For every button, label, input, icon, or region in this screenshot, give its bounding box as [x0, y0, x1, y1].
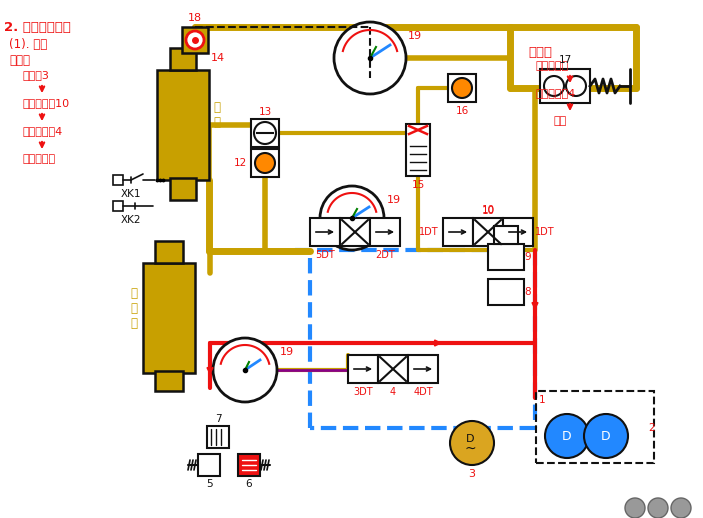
Circle shape — [452, 78, 472, 98]
Text: 6: 6 — [245, 479, 252, 489]
Text: (1). 顶出: (1). 顶出 — [9, 38, 47, 51]
Circle shape — [450, 421, 494, 465]
Text: 19: 19 — [280, 347, 294, 357]
Text: 顶
出
缸: 顶 出 缸 — [130, 286, 137, 329]
Bar — [488, 244, 524, 270]
Bar — [238, 454, 260, 476]
Bar — [488, 279, 524, 305]
Text: 14: 14 — [211, 53, 225, 63]
Text: 进油：: 进油： — [9, 54, 30, 67]
Circle shape — [625, 498, 645, 518]
Text: XK2: XK2 — [121, 215, 141, 225]
Bar — [182, 27, 208, 53]
Text: 1DT: 1DT — [535, 227, 555, 237]
Bar — [443, 218, 473, 246]
Text: 电液换向阀4: 电液换向阀4 — [536, 88, 576, 98]
Text: 电液换向阀4: 电液换向阀4 — [22, 126, 63, 136]
Bar — [157, 70, 209, 180]
Bar — [378, 355, 408, 383]
Text: 19: 19 — [408, 31, 422, 41]
Text: 变量泵3: 变量泵3 — [22, 70, 49, 80]
Text: 电液换向阀10: 电液换向阀10 — [22, 98, 69, 108]
Circle shape — [254, 122, 276, 144]
Bar — [155, 241, 183, 263]
Text: 12: 12 — [234, 158, 247, 168]
Bar — [310, 218, 340, 246]
Bar — [503, 218, 533, 246]
Circle shape — [545, 414, 589, 458]
Bar — [348, 355, 378, 383]
Text: 3: 3 — [468, 469, 475, 479]
Circle shape — [566, 76, 586, 96]
Text: 7: 7 — [214, 414, 221, 424]
Bar — [408, 355, 438, 383]
Bar — [540, 69, 590, 103]
Text: 10: 10 — [482, 206, 495, 216]
Text: 2DT: 2DT — [375, 250, 395, 260]
Circle shape — [671, 498, 691, 518]
Text: 4: 4 — [390, 387, 396, 397]
Text: D: D — [562, 429, 572, 442]
Text: ~: ~ — [464, 442, 476, 456]
Bar — [536, 391, 654, 463]
Bar — [143, 263, 195, 373]
Bar — [155, 371, 183, 391]
Text: D: D — [466, 434, 475, 444]
Text: 3DT: 3DT — [353, 387, 373, 397]
Text: 顶出缸上腔: 顶出缸上腔 — [536, 61, 569, 71]
Text: 9: 9 — [524, 252, 531, 262]
Circle shape — [213, 338, 277, 402]
Bar — [406, 124, 430, 176]
Text: 19: 19 — [387, 195, 401, 205]
Circle shape — [334, 22, 406, 94]
Circle shape — [320, 186, 384, 250]
Bar — [113, 201, 123, 211]
Text: 油箱: 油箱 — [553, 116, 566, 126]
Bar — [113, 175, 123, 185]
Text: D: D — [601, 429, 611, 442]
Circle shape — [584, 414, 628, 458]
Text: 13: 13 — [259, 107, 271, 117]
Bar — [170, 48, 196, 70]
Text: 回油：: 回油： — [528, 46, 552, 59]
Bar — [370, 218, 400, 246]
Bar — [198, 454, 220, 476]
Text: 1: 1 — [539, 395, 546, 405]
Text: 4DT: 4DT — [413, 387, 433, 397]
Text: 2: 2 — [648, 423, 654, 433]
Circle shape — [544, 76, 564, 96]
Text: 8: 8 — [524, 287, 531, 297]
Text: XK1: XK1 — [121, 189, 141, 199]
Text: 16: 16 — [456, 106, 469, 116]
Text: 1DT: 1DT — [420, 227, 439, 237]
Bar — [494, 226, 518, 244]
Circle shape — [648, 498, 668, 518]
Text: 主
缸: 主 缸 — [213, 101, 220, 129]
Text: 5: 5 — [206, 479, 212, 489]
Bar — [340, 218, 370, 246]
Text: 2. 顶出缸的运动: 2. 顶出缸的运动 — [4, 21, 71, 34]
Bar — [251, 149, 279, 177]
Text: 17: 17 — [558, 55, 572, 65]
Bar — [207, 426, 229, 448]
Bar — [251, 119, 279, 147]
Text: 15: 15 — [411, 180, 425, 190]
Text: 18: 18 — [188, 13, 202, 23]
Circle shape — [255, 153, 275, 173]
Bar — [448, 74, 476, 102]
Bar — [170, 178, 196, 200]
Text: 顶出缸下腔: 顶出缸下腔 — [22, 154, 55, 164]
Text: 10: 10 — [482, 205, 495, 215]
Circle shape — [186, 31, 204, 49]
Text: 5DT: 5DT — [315, 250, 335, 260]
Bar — [473, 218, 503, 246]
